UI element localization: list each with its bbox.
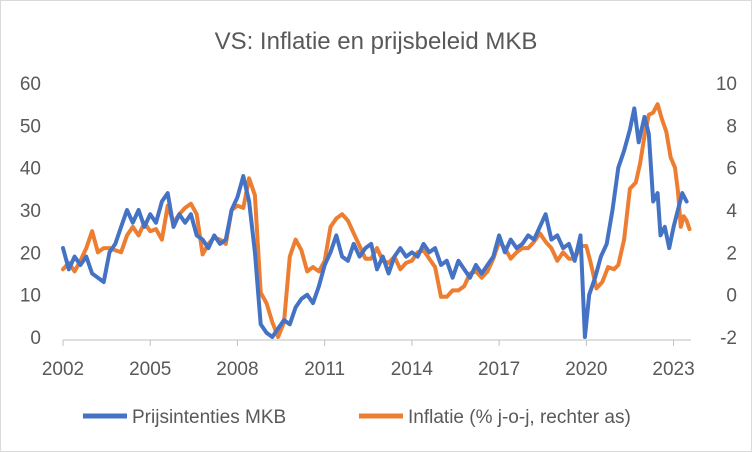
x-axis: 2002 2005 2008 2011 2014 2017 2020 2023 [42,339,695,380]
right-tick-label: 10 [716,74,737,95]
legend: Prijsintenties MKB Inflatie (% j-o-j, re… [83,407,631,428]
x-tick-label: 2005 [129,359,171,380]
left-tick-label: 0 [30,328,41,349]
right-tick-label: 6 [726,159,737,180]
right-tick-label: 4 [726,201,737,222]
series-line-prijsintenties [61,106,689,339]
chart-title: VS: Inflatie en prijsbeleid MKB [215,28,538,55]
right-tick-label: 0 [726,286,737,307]
legend-label-inflatie: Inflatie (% j-o-j, rechter as) [408,407,631,428]
left-tick-label: 40 [20,159,41,180]
left-tick-label: 10 [20,286,41,307]
x-tick-label: 2020 [565,359,607,380]
left-tick-label: 60 [20,74,41,95]
legend-label-prijsintenties: Prijsintenties MKB [132,407,286,428]
left-axis-ticks: 0 10 20 30 40 50 60 [20,74,41,349]
x-tick-label: 2017 [478,359,520,380]
x-tick-label: 2011 [304,359,345,380]
right-tick-label: -2 [720,328,737,349]
right-tick-label: 2 [726,243,737,264]
x-tick-label: 2014 [391,359,434,380]
left-tick-label: 50 [20,116,41,137]
left-tick-label: 20 [20,243,41,264]
x-tick-label: 2008 [216,359,258,380]
right-tick-label: 8 [726,116,737,137]
x-tick-label: 2023 [652,359,694,380]
series-layer [61,102,692,339]
right-axis-ticks: -2 0 2 4 6 8 10 [716,74,738,349]
x-tick-label: 2002 [42,359,84,380]
left-tick-label: 30 [20,201,41,222]
